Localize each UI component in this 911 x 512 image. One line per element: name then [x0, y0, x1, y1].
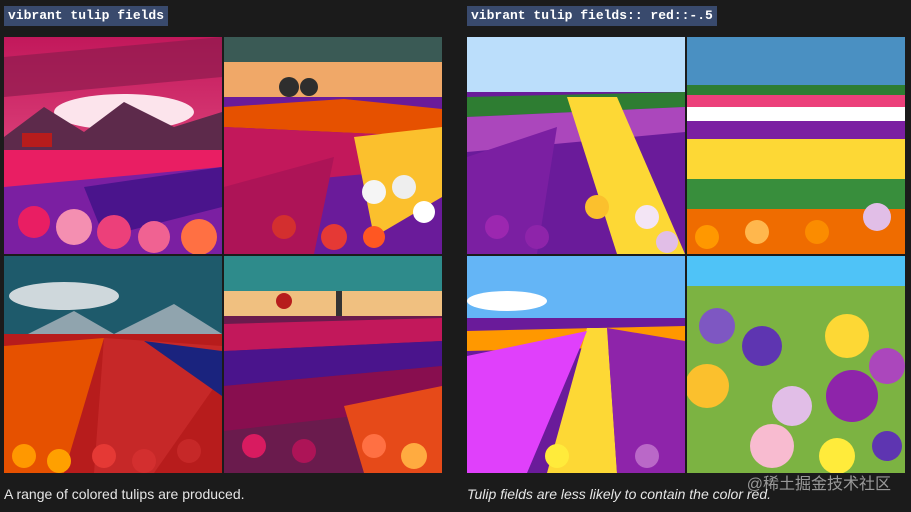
- prompt-label: vibrant tulip fields: [4, 6, 169, 26]
- generated-image-3[interactable]: [467, 256, 685, 473]
- image-grid: [4, 37, 442, 473]
- generated-image-4[interactable]: [687, 256, 905, 473]
- generated-image-1[interactable]: [4, 37, 222, 254]
- generated-image-4[interactable]: [224, 256, 442, 473]
- generated-image-2[interactable]: [687, 37, 905, 254]
- caption: A range of colored tulips are produced.: [4, 486, 245, 502]
- generated-image-1[interactable]: [467, 37, 685, 254]
- generated-image-3[interactable]: [4, 256, 222, 473]
- generated-image-2[interactable]: [224, 37, 442, 254]
- image-grid: [467, 37, 905, 473]
- caption: Tulip fields are less likely to contain …: [467, 486, 771, 502]
- right-panel: vibrant tulip fields:: red::-.5: [467, 0, 907, 512]
- prompt-label: vibrant tulip fields:: red::-.5: [467, 6, 717, 26]
- watermark: @稀土掘金技术社区: [746, 476, 891, 493]
- left-panel: vibrant tulip fields: [4, 0, 444, 512]
